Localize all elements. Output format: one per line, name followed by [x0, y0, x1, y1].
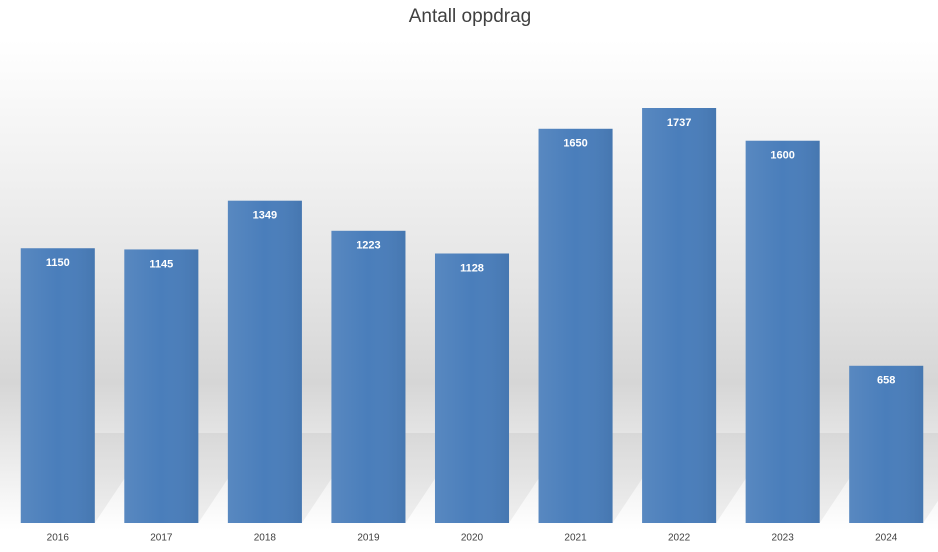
bar-shine: [227, 200, 302, 523]
value-label: 1128: [460, 262, 484, 274]
bar-shine: [434, 253, 510, 524]
x-tick-label: 2017: [150, 533, 173, 544]
x-tick-label: 2024: [875, 533, 898, 544]
value-label: 1150: [46, 257, 70, 269]
value-label: 1650: [563, 138, 587, 150]
x-tick-label: 2018: [254, 533, 277, 544]
value-label: 1600: [770, 150, 794, 162]
bar-shine: [642, 108, 717, 523]
bar-shine: [20, 248, 95, 523]
x-tick-label: 2021: [564, 533, 587, 544]
value-label: 1145: [149, 258, 173, 270]
x-tick-label: 2023: [772, 533, 795, 544]
bar-shine: [124, 249, 199, 523]
bar-shine: [331, 230, 406, 523]
value-label: 1223: [356, 240, 380, 252]
chart-title: Antall oppdrag: [409, 6, 532, 27]
value-label: 658: [877, 375, 895, 387]
x-tick-label: 2022: [668, 533, 691, 544]
x-tick-label: 2016: [47, 533, 70, 544]
x-tick-label: 2020: [461, 533, 484, 544]
value-label: 1737: [667, 117, 691, 129]
bar-shine: [849, 365, 924, 523]
x-tick-label: 2019: [357, 533, 380, 544]
bar-shine: [745, 140, 820, 523]
value-label: 1349: [253, 210, 277, 222]
bar-shine: [538, 128, 613, 524]
